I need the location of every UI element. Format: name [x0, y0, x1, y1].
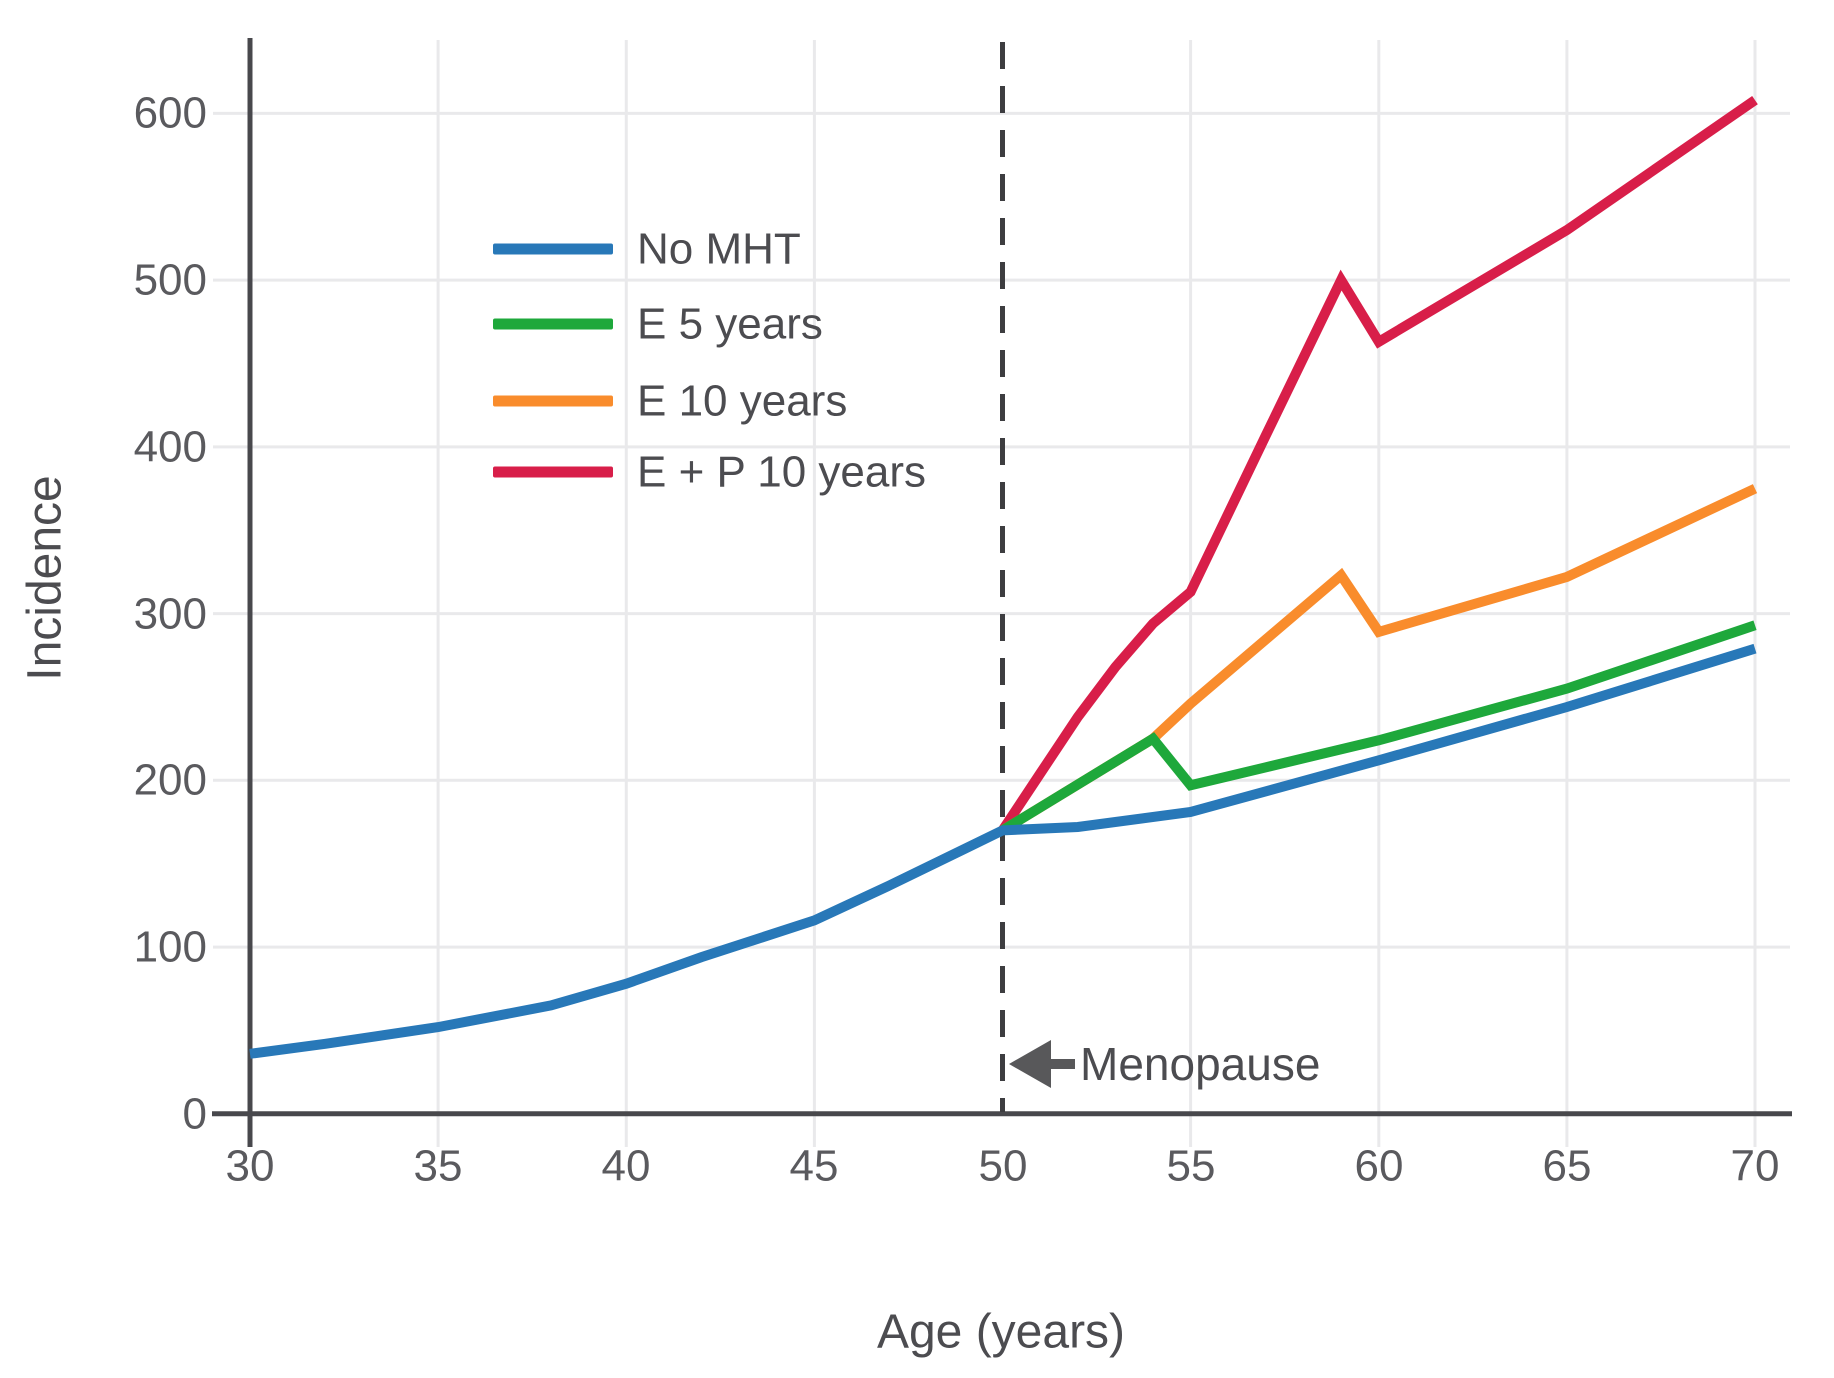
legend-label-e-10-years: E 10 years [637, 377, 847, 426]
y-tick-200: 200 [134, 756, 207, 805]
y-tick-300: 300 [134, 590, 207, 639]
x-axis-title: Age (years) [877, 1306, 1125, 1359]
legend-swatch-e-10-years [493, 395, 613, 407]
x-tick-65: 65 [1543, 1142, 1592, 1191]
menopause-annotation: Menopause [1009, 1038, 1320, 1090]
legend-label-no-mht: No MHT [637, 225, 801, 274]
x-tick-30: 30 [226, 1142, 275, 1191]
x-tick-50: 50 [979, 1142, 1028, 1191]
legend-swatch-no-mht [493, 243, 613, 255]
left-arrow-icon [1009, 1040, 1051, 1088]
legend-label-e-plus-p-10-years: E + P 10 years [637, 448, 926, 497]
x-tick-35: 35 [414, 1142, 463, 1191]
menopause-label: Menopause [1080, 1038, 1320, 1090]
y-tick-0: 0 [183, 1090, 207, 1139]
series-line-no-mht [249, 643, 1757, 1059]
series-line-e-plus-p-10-years [998, 95, 1758, 834]
legend: No MHT E 5 years E 10 years E + P 10 yea… [493, 225, 926, 497]
x-tick-55: 55 [1167, 1142, 1216, 1191]
x-tick-45: 45 [790, 1142, 839, 1191]
x-tick-labels: 30 35 40 45 50 55 60 65 70 [226, 1142, 1780, 1191]
legend-swatch-e-5-years [493, 318, 613, 330]
y-tick-100: 100 [134, 923, 207, 972]
x-tick-40: 40 [602, 1142, 651, 1191]
y-tick-400: 400 [134, 423, 207, 472]
y-tick-600: 600 [134, 89, 207, 138]
y-axis-title: Incidence [19, 475, 72, 680]
legend-label-e-5-years: E 5 years [637, 300, 823, 349]
series-line-e-5-years [999, 620, 1757, 835]
y-tick-labels: 0 100 200 300 400 500 600 [134, 89, 207, 1139]
y-tick-500: 500 [134, 256, 207, 305]
x-tick-70: 70 [1731, 1142, 1780, 1191]
x-tick-60: 60 [1355, 1142, 1404, 1191]
legend-swatch-e-plus-p-10-years [493, 466, 613, 478]
